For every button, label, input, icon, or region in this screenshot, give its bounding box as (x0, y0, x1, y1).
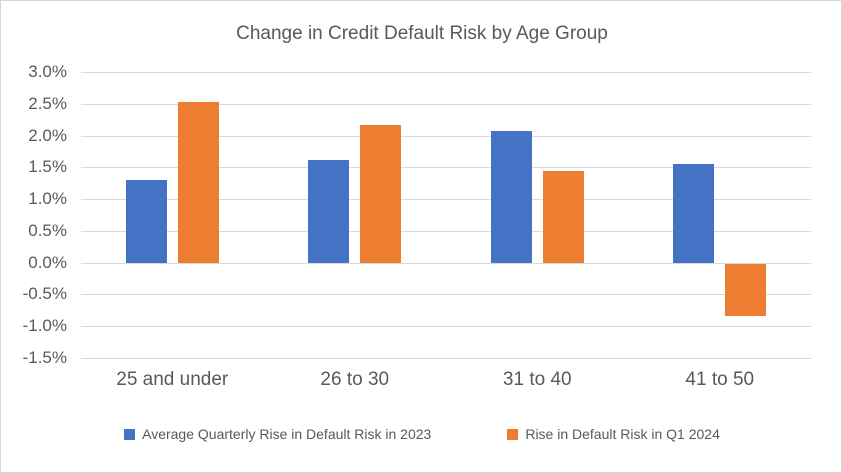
y-tick-label: 0.0% (28, 252, 67, 272)
bar-series-q1-2024 (725, 263, 767, 316)
y-tick-label: 2.5% (28, 93, 67, 113)
gridline (81, 199, 811, 201)
y-tick-label: -0.5% (22, 284, 67, 304)
gridline (81, 294, 811, 296)
bar-series-q1-2024 (360, 124, 402, 263)
bar-series-2023 (490, 131, 532, 263)
legend-item: Average Quarterly Rise in Default Risk i… (124, 426, 431, 442)
gridline (81, 72, 811, 73)
gridline (81, 135, 811, 137)
chart-legend: Average Quarterly Rise in Default Risk i… (1, 426, 841, 442)
bar-series-2023 (673, 164, 715, 263)
bar-series-q1-2024 (542, 170, 584, 263)
y-tick-label: 1.5% (28, 157, 67, 177)
x-axis: 25 and under 26 to 30 31 to 40 41 to 50 (81, 369, 811, 395)
gridline (81, 167, 811, 169)
category-label: 41 to 50 (685, 369, 755, 390)
chart-title: Change in Credit Default Risk by Age Gro… (236, 23, 608, 44)
category-label: 25 and under (116, 369, 229, 390)
legend-item: Rise in Default Risk in Q1 2024 (507, 426, 720, 442)
plot-area (81, 72, 811, 359)
gridline (81, 358, 811, 359)
legend-label: Average Quarterly Rise in Default Risk i… (142, 426, 432, 442)
category-label: 26 to 30 (320, 369, 390, 390)
bar-series-2023 (308, 159, 350, 263)
gridline (81, 230, 811, 232)
bar-series-q1-2024 (177, 101, 219, 263)
category-label: 31 to 40 (502, 369, 572, 390)
y-tick-label: -1.5% (22, 348, 67, 367)
gridline (81, 326, 811, 328)
y-tick-label: 1.0% (28, 189, 67, 209)
y-axis: 3.0% 2.5% 2.0% 1.5% 1.0% 0.5% 0.0% -0.5% -1.0% -1… (1, 62, 67, 367)
legend-label: Rise in Default Risk in Q1 2024 (525, 426, 720, 442)
y-tick-label: 2.0% (28, 125, 67, 145)
y-tick-label: 3.0% (28, 62, 67, 81)
legend-swatch-icon (124, 428, 136, 440)
bar-series-2023 (125, 180, 167, 263)
y-tick-label: -1.0% (22, 316, 67, 336)
legend-swatch-icon (507, 428, 519, 440)
gridline (81, 262, 811, 264)
gridline (81, 103, 811, 105)
y-tick-label: 0.5% (28, 220, 67, 240)
